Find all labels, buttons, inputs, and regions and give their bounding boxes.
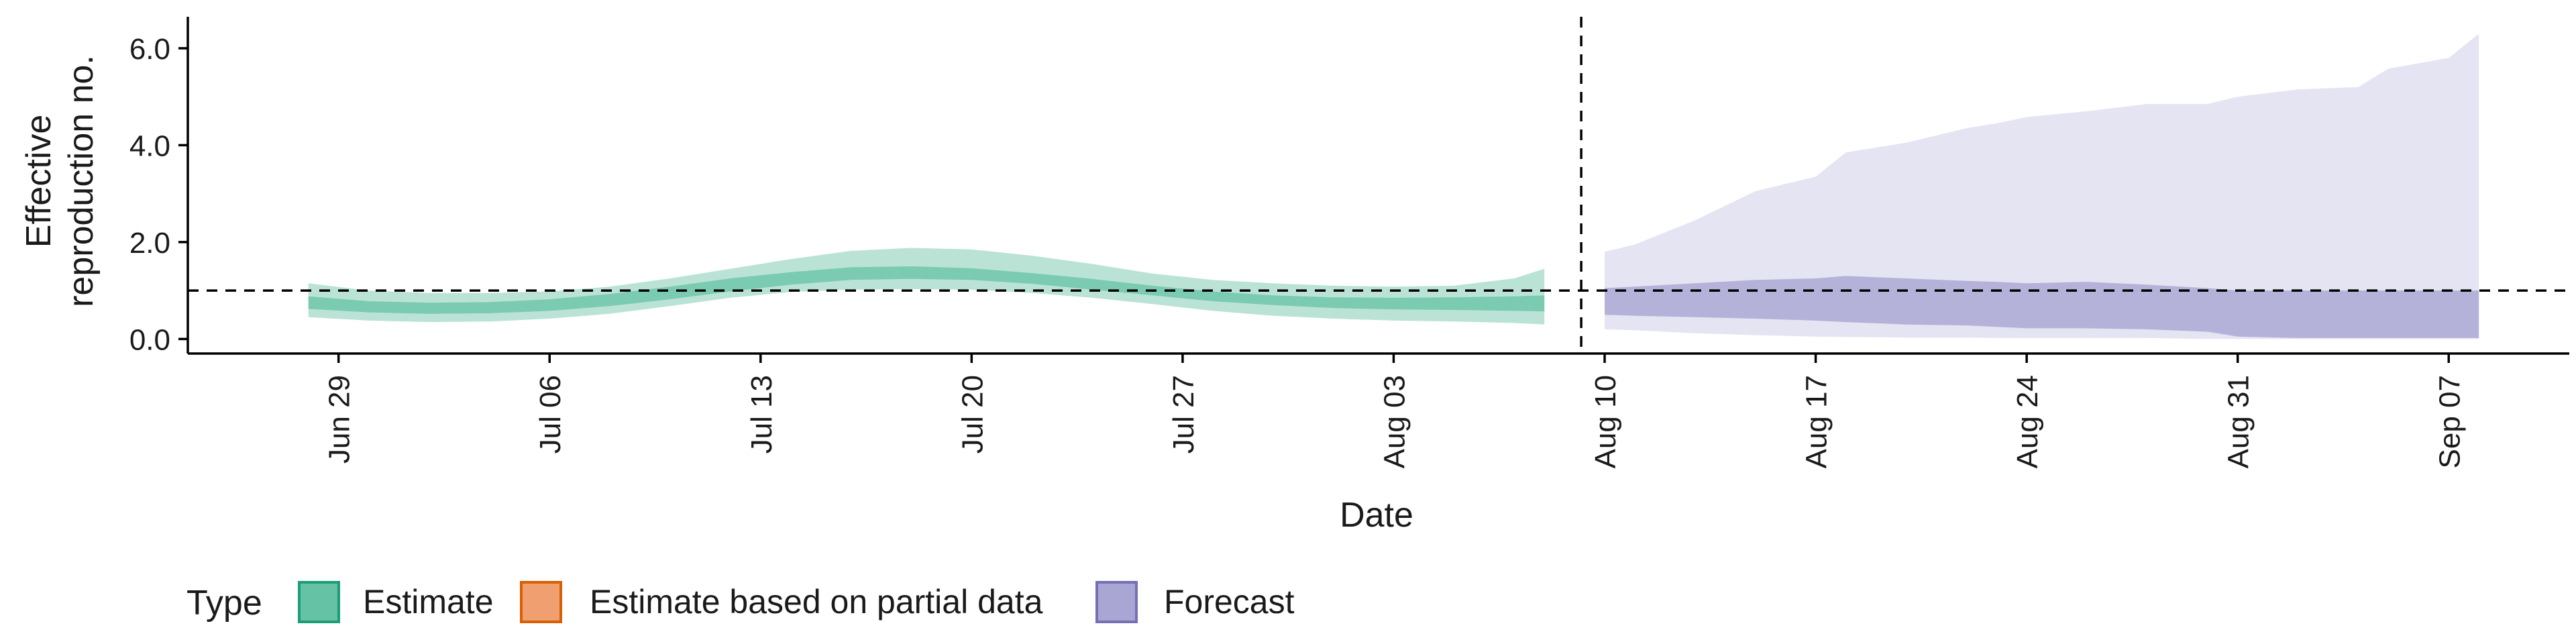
- y-axis-title-line-2: reproduction no.: [62, 55, 101, 307]
- x-tick-label: Aug 17: [1801, 375, 1833, 468]
- x-tick-label: Jul 13: [745, 375, 778, 453]
- legend-label-estimate: Estimate: [363, 583, 494, 621]
- x-axis-title: Date: [1340, 496, 1413, 535]
- x-tick-label: Jul 27: [1167, 375, 1200, 453]
- forecast-outer-band: [1605, 34, 2479, 339]
- estimate-outer-band: [308, 248, 1545, 325]
- axes: 0.0 2.0 4.0 6.0 Jun 29 Jul 06 Jul 13 Jul 20 Jul …: [129, 17, 2569, 468]
- x-tick-label: Aug 03: [1379, 375, 1411, 468]
- legend-swatch-partial: [520, 581, 562, 623]
- x-tick-label: Jul 06: [534, 375, 567, 453]
- legend-swatch-estimate: [298, 581, 340, 623]
- credible-interval-bands: [308, 34, 2479, 339]
- legend-swatch-forecast: [1095, 581, 1138, 623]
- x-tick-label: Aug 31: [2222, 375, 2255, 468]
- y-tick-label: 2.0: [129, 227, 170, 260]
- x-tick-label: Jul 20: [956, 375, 989, 453]
- reference-lines: [188, 17, 2569, 354]
- x-tick-label: Aug 10: [1589, 375, 1622, 468]
- y-tick-label: 0.0: [129, 323, 170, 356]
- y-tick-label: 4.0: [129, 129, 170, 162]
- x-tick-label: Sep 07: [2433, 375, 2466, 468]
- estimate-inner-band: [308, 266, 1545, 314]
- x-tick-label: Jun 29: [323, 375, 356, 464]
- legend-label-forecast: Forecast: [1164, 583, 1295, 621]
- y-tick-label: 6.0: [129, 33, 170, 66]
- x-tick-label: Aug 24: [2011, 375, 2044, 468]
- y-axis-title-line-1: Effective: [19, 115, 58, 248]
- legend: Type Estimate Estimate based on partial …: [186, 581, 1295, 623]
- legend-label-partial: Estimate based on partial data: [590, 583, 1043, 621]
- legend-title: Type: [186, 584, 262, 623]
